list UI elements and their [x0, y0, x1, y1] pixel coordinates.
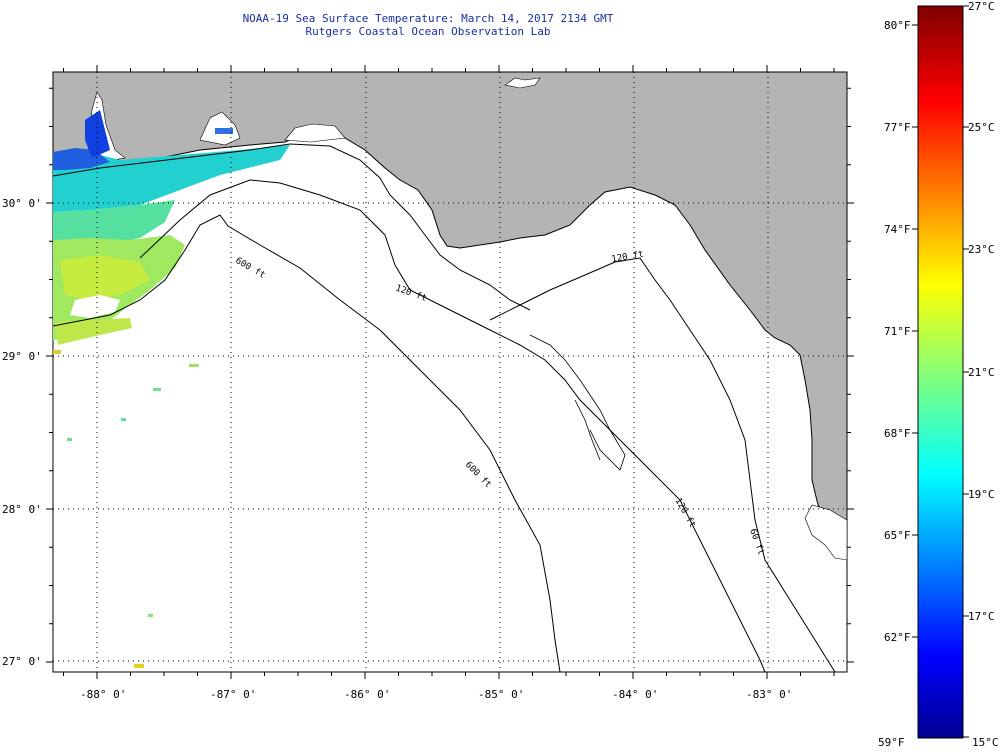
choctawhatchee-bay [284, 123, 346, 143]
coastline-detail [529, 334, 626, 471]
sst-data-patches [53, 110, 290, 668]
map-title: NOAA-19 Sea Surface Temperature: March 1… [242, 12, 614, 25]
colorbar-c-label: 23°C [968, 243, 995, 256]
lon-label: -85° 0' [478, 688, 524, 701]
lat-label: 29° 0' [2, 350, 42, 363]
colorbar-c-label: 21°C [968, 366, 995, 379]
colorbar-f-label: 65°F [884, 529, 911, 542]
colorbar-f-label: 59°F [878, 736, 905, 749]
colorbar-c-label: 15°C [972, 736, 999, 749]
colorbar [917, 5, 964, 739]
isobath-contours [53, 143, 836, 672]
colorbar-c-label: 19°C [968, 488, 995, 501]
colorbar-f-label: 68°F [884, 427, 911, 440]
lat-label: 27° 0' [2, 655, 42, 668]
lat-label: 30° 0' [2, 197, 42, 210]
colorbar-f-label: 71°F [884, 325, 911, 338]
colorbar-c-label: 27°C [968, 0, 995, 13]
graticule [53, 72, 847, 672]
inland-lake [504, 77, 541, 89]
lon-label: -87° 0' [210, 688, 256, 701]
lon-label: -83° 0' [746, 688, 792, 701]
colorbar-c-label: 25°C [968, 121, 995, 134]
lon-label: -86° 0' [344, 688, 390, 701]
lon-label: -88° 0' [80, 688, 126, 701]
colorbar-f-label: 62°F [884, 631, 911, 644]
tampa-bay [804, 504, 847, 561]
map-subtitle: Rutgers Coastal Ocean Observation Lab [305, 25, 551, 38]
lon-label: -84° 0' [612, 688, 658, 701]
colorbar-c-label: 17°C [968, 610, 995, 623]
colorbar-ticks [912, 5, 969, 738]
colorbar-f-label: 77°F [884, 121, 911, 134]
frame-ticks [46, 65, 854, 679]
land-mass [53, 72, 847, 546]
colorbar-f-label: 74°F [884, 223, 911, 236]
lat-label: 28° 0' [2, 503, 42, 516]
colorbar-f-label: 80°F [884, 19, 911, 32]
